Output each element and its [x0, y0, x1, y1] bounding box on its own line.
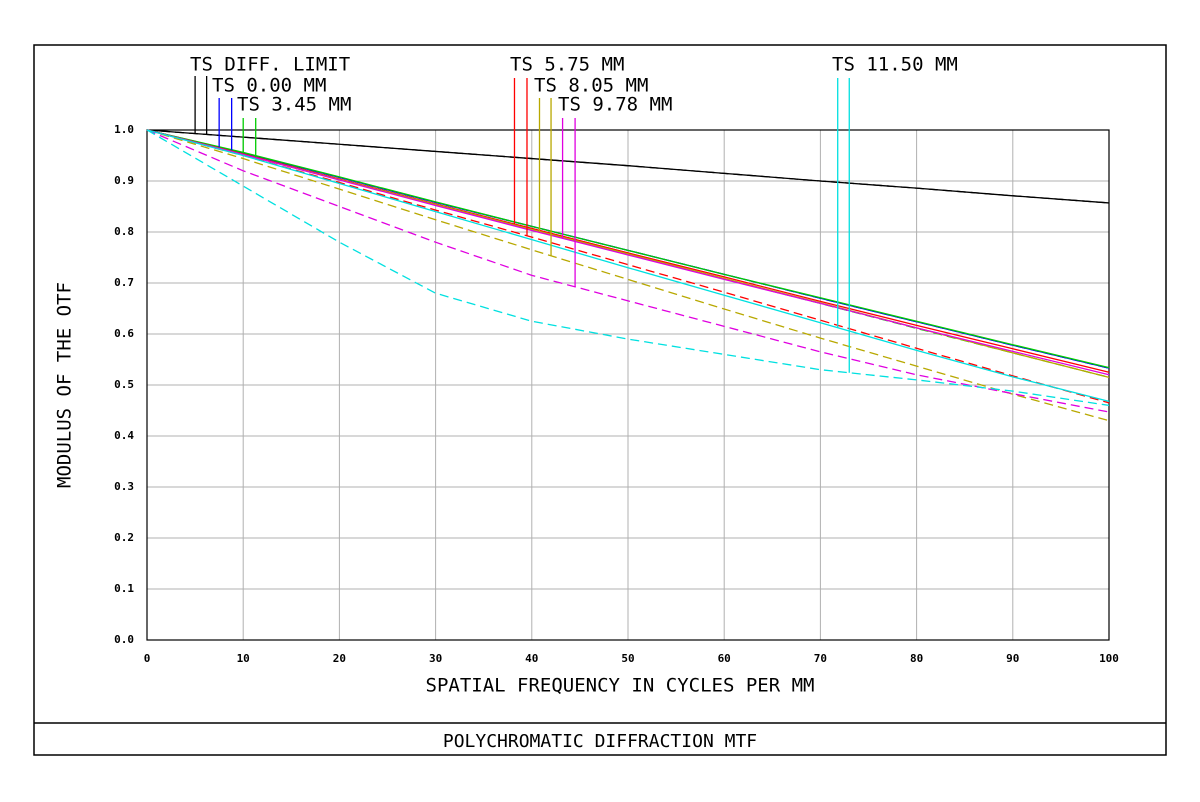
y-tick-label: 0.1: [114, 582, 134, 595]
x-tick-label: 60: [718, 652, 731, 665]
legend-label: TS DIFF. LIMIT: [190, 54, 350, 76]
x-tick-label: 40: [525, 652, 538, 665]
legend-label: TS 8.05 MM: [534, 75, 648, 97]
mtf-line: [146, 129, 1110, 404]
chart-title: POLYCHROMATIC DIFFRACTION MTF: [443, 731, 757, 752]
x-tick-label: 20: [333, 652, 346, 665]
legend-label: TS 11.50 MM: [832, 54, 958, 76]
legend-label: TS 9.78 MM: [558, 94, 672, 116]
mtf-line: [146, 129, 1110, 204]
legend-label: TS 5.75 MM: [510, 54, 624, 76]
mtf-line: [146, 129, 1110, 376]
y-tick-label: 0.0: [114, 633, 134, 646]
x-tick-label: 90: [1006, 652, 1019, 665]
y-tick-label: 0.5: [114, 378, 134, 391]
y-tick-label: 0.9: [114, 174, 134, 187]
y-tick-label: 0.2: [114, 531, 134, 544]
plot-border: [146, 129, 1110, 641]
y-tick-label: 0.7: [114, 276, 134, 289]
y-axis-label: MODULUS OF THE OTF: [54, 282, 76, 488]
x-tick-label: 70: [814, 652, 827, 665]
y-tick-label: 0.6: [114, 327, 134, 340]
legend-label: TS 0.00 MM: [212, 75, 326, 97]
y-tick-label: 0.3: [114, 480, 134, 493]
x-tick-label: 0: [144, 652, 151, 665]
x-tick-label: 50: [621, 652, 634, 665]
x-axis-label: SPATIAL FREQUENCY IN CYCLES PER MM: [426, 675, 815, 697]
frame: [33, 44, 1167, 756]
x-tick-label: 30: [429, 652, 442, 665]
y-tick-label: 1.0: [114, 123, 134, 136]
mtf-line: [146, 129, 1110, 413]
mtf-line: [146, 129, 1110, 369]
y-tick-label: 0.8: [114, 225, 134, 238]
mtf-line: [146, 129, 1110, 407]
y-tick-label: 0.4: [114, 429, 134, 442]
x-tick-label: 80: [910, 652, 923, 665]
x-tick-label: 100: [1099, 652, 1119, 665]
legend-label: TS 3.45 MM: [237, 94, 351, 116]
mtf-line: [146, 129, 1110, 402]
x-tick-label: 10: [237, 652, 250, 665]
